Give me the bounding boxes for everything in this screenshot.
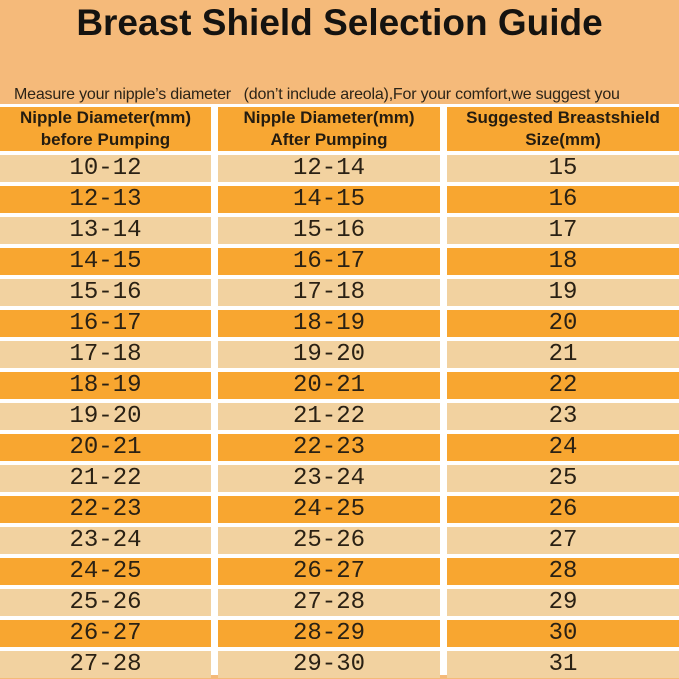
cell-before: 19-20 — [0, 403, 211, 431]
cell-after: 26-27 — [218, 558, 440, 586]
cell-size: 31 — [447, 651, 679, 679]
cell-size: 19 — [447, 279, 679, 307]
cell-size: 20 — [447, 310, 679, 338]
cell-before: 27-28 — [0, 651, 211, 679]
page-title: Breast Shield Selection Guide — [76, 2, 603, 43]
cell-size: 18 — [447, 248, 679, 276]
cell-before: 10-12 — [0, 155, 211, 183]
cell-after: 27-28 — [218, 589, 440, 617]
header-line: Nipple Diameter(mm) — [243, 108, 415, 127]
table-row: 20-21 22-23 24 — [0, 434, 679, 462]
cell-after: 19-20 — [218, 341, 440, 369]
table-row: 24-25 26-27 28 — [0, 558, 679, 586]
header-line: After Pumping — [270, 130, 388, 150]
header-before-pumping: Nipple Diameter(mm) before Pumping — [0, 107, 211, 152]
cell-size: 25 — [447, 465, 679, 493]
header-after-pumping: Nipple Diameter(mm) After Pumping — [218, 107, 440, 152]
cell-before: 12-13 — [0, 186, 211, 214]
table-header-row: Nipple Diameter(mm) before Pumping Nippl… — [0, 107, 679, 152]
cell-after: 12-14 — [218, 155, 440, 183]
table-row: 13-14 15-16 17 — [0, 217, 679, 245]
table-row: 23-24 25-26 27 — [0, 527, 679, 555]
cell-after: 21-22 — [218, 403, 440, 431]
cell-after: 20-21 — [218, 372, 440, 400]
table-row: 17-18 19-20 21 — [0, 341, 679, 369]
cell-before: 14-15 — [0, 248, 211, 276]
cell-before: 16-17 — [0, 310, 211, 338]
table-row: 26-27 28-29 30 — [0, 620, 679, 648]
cell-after: 24-25 — [218, 496, 440, 524]
table-row: 12-13 14-15 16 — [0, 186, 679, 214]
intro-line: Measure your nipple’s diameter (don’t in… — [14, 85, 620, 103]
header-line: Nipple Diameter(mm) — [20, 108, 191, 127]
cell-after: 28-29 — [218, 620, 440, 648]
table-row: 16-17 18-19 20 — [0, 310, 679, 338]
cell-size: 26 — [447, 496, 679, 524]
header-suggested-size: Suggested Breastshield Size(mm) — [447, 107, 679, 152]
cell-before: 26-27 — [0, 620, 211, 648]
cell-after: 14-15 — [218, 186, 440, 214]
cell-after: 29-30 — [218, 651, 440, 679]
cell-size: 15 — [447, 155, 679, 183]
table-row: 22-23 24-25 26 — [0, 496, 679, 524]
cell-size: 30 — [447, 620, 679, 648]
header-line: Size(mm) — [525, 130, 601, 150]
cell-size: 21 — [447, 341, 679, 369]
cell-size: 23 — [447, 403, 679, 431]
cell-after: 15-16 — [218, 217, 440, 245]
cell-size: 28 — [447, 558, 679, 586]
table-row: 25-26 27-28 29 — [0, 589, 679, 617]
cell-before: 24-25 — [0, 558, 211, 586]
table-row: 19-20 21-22 23 — [0, 403, 679, 431]
cell-size: 16 — [447, 186, 679, 214]
cell-before: 25-26 — [0, 589, 211, 617]
cell-before: 21-22 — [0, 465, 211, 493]
cell-size: 24 — [447, 434, 679, 462]
cell-after: 16-17 — [218, 248, 440, 276]
table-row: 27-28 29-30 31 — [0, 651, 679, 679]
table-row: 21-22 23-24 25 — [0, 465, 679, 493]
table-row: 15-16 17-18 19 — [0, 279, 679, 307]
cell-size: 29 — [447, 589, 679, 617]
cell-before: 15-16 — [0, 279, 211, 307]
cell-after: 22-23 — [218, 434, 440, 462]
cell-after: 23-24 — [218, 465, 440, 493]
cell-before: 18-19 — [0, 372, 211, 400]
cell-after: 17-18 — [218, 279, 440, 307]
table-row: 10-12 12-14 15 — [0, 155, 679, 183]
cell-size: 17 — [447, 217, 679, 245]
cell-before: 22-23 — [0, 496, 211, 524]
cell-before: 23-24 — [0, 527, 211, 555]
header-line: Suggested Breastshield — [466, 108, 660, 127]
cell-before: 17-18 — [0, 341, 211, 369]
table-row: 14-15 16-17 18 — [0, 248, 679, 276]
header-line: before Pumping — [40, 130, 171, 150]
size-table: Nipple Diameter(mm) before Pumping Nippl… — [0, 104, 679, 679]
cell-after: 25-26 — [218, 527, 440, 555]
cell-size: 27 — [447, 527, 679, 555]
cell-before: 20-21 — [0, 434, 211, 462]
table-row: 18-19 20-21 22 — [0, 372, 679, 400]
cell-size: 22 — [447, 372, 679, 400]
cell-after: 18-19 — [218, 310, 440, 338]
cell-before: 13-14 — [0, 217, 211, 245]
